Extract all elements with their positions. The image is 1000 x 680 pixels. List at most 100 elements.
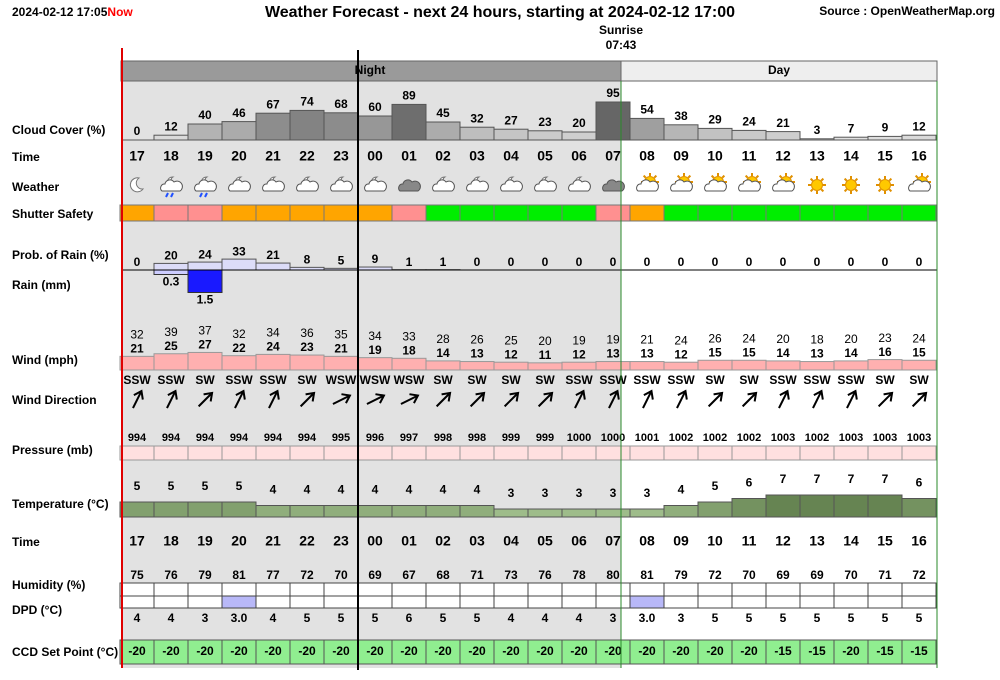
cloud-value: 38 bbox=[674, 109, 688, 123]
cloud-bar bbox=[629, 117, 665, 141]
arrow-head bbox=[543, 391, 554, 402]
arrow-head bbox=[779, 389, 790, 400]
cloud-value: 7 bbox=[848, 121, 855, 135]
row-label: Time bbox=[12, 535, 40, 549]
sun-ray bbox=[854, 177, 859, 182]
pressure-cell bbox=[493, 445, 529, 461]
rain-prob-value: 1 bbox=[406, 255, 413, 269]
weather-icon bbox=[262, 176, 285, 192]
row-label: Time bbox=[12, 150, 40, 164]
wind-direction-label: SSW bbox=[123, 373, 151, 387]
dpd-value: 5 bbox=[338, 611, 345, 625]
ccd-value: -20 bbox=[536, 644, 554, 658]
shutter-cell bbox=[833, 204, 869, 222]
wind-direction-label: SW bbox=[909, 373, 929, 387]
arrow-head bbox=[509, 391, 520, 402]
dpd-cell bbox=[425, 595, 461, 609]
pressure-cell bbox=[901, 445, 937, 461]
dpd-cell bbox=[289, 595, 325, 609]
hour-label: 03 bbox=[469, 533, 485, 549]
wind-bar bbox=[357, 357, 393, 371]
pressure-value: 994 bbox=[162, 432, 181, 444]
cloud-bar bbox=[901, 134, 937, 141]
dpd-cell bbox=[731, 595, 767, 609]
pressure-value: 998 bbox=[468, 432, 486, 444]
wind-arrow bbox=[537, 391, 554, 408]
wind-arrow bbox=[778, 389, 790, 409]
wind-direction-label: WSW bbox=[360, 373, 391, 387]
pressure-value: 998 bbox=[434, 432, 452, 444]
wind-arrow bbox=[332, 393, 352, 405]
temperature-value: 5 bbox=[168, 479, 175, 493]
row-label: Wind Direction bbox=[12, 393, 97, 407]
hour-label: 04 bbox=[503, 148, 519, 164]
temperature-value: 6 bbox=[746, 476, 753, 490]
ccd-cell bbox=[731, 639, 767, 665]
ccd-value: -20 bbox=[672, 644, 690, 658]
rain-prob-value: 0 bbox=[542, 255, 549, 269]
hour-label: 21 bbox=[265, 148, 281, 164]
wind-direction-label: SSW bbox=[667, 373, 695, 387]
hour-label: 08 bbox=[639, 148, 655, 164]
ccd-cell bbox=[425, 639, 461, 665]
wind-bar bbox=[289, 354, 325, 371]
wind-gust-value: 23 bbox=[878, 331, 892, 345]
cloud-bar bbox=[289, 109, 325, 141]
arrow-head bbox=[167, 389, 178, 400]
cloud bbox=[602, 179, 625, 192]
temperature-bar bbox=[595, 508, 631, 518]
sun-ray bbox=[642, 174, 647, 179]
row-label: Temperature (°C) bbox=[12, 497, 109, 511]
sun-ray bbox=[687, 174, 692, 179]
hour-label: 23 bbox=[333, 148, 349, 164]
cloud bbox=[636, 179, 659, 192]
wind-bar bbox=[119, 355, 155, 371]
cloud bbox=[398, 179, 421, 192]
row-label: Pressure (mb) bbox=[12, 443, 93, 457]
humidity-value: 72 bbox=[912, 568, 926, 582]
hour-label: 17 bbox=[129, 533, 145, 549]
temperature-value: 5 bbox=[134, 479, 141, 493]
wind-arrow bbox=[435, 391, 452, 408]
wind-gust-value: 26 bbox=[470, 333, 484, 347]
ccd-value: -20 bbox=[434, 644, 452, 658]
humidity-value: 69 bbox=[368, 568, 382, 582]
wind-speed-value: 15 bbox=[708, 345, 722, 359]
ccd-cell bbox=[221, 639, 257, 665]
dpd-cell bbox=[119, 595, 155, 609]
hour-label: 01 bbox=[401, 148, 417, 164]
ccd-cell bbox=[901, 639, 937, 665]
hour-label: 10 bbox=[707, 533, 723, 549]
temperature-value: 7 bbox=[848, 472, 855, 486]
temperature-value: 3 bbox=[508, 486, 515, 500]
hour-label: 19 bbox=[197, 148, 213, 164]
dpd-value: 4 bbox=[134, 611, 141, 625]
arrow-shaft bbox=[537, 392, 553, 408]
shutter-cell bbox=[493, 204, 529, 222]
humidity-value: 72 bbox=[708, 568, 722, 582]
weather-icon bbox=[160, 176, 183, 198]
dpd-value: 5 bbox=[746, 611, 753, 625]
arrow-shaft bbox=[676, 391, 686, 409]
wind-gust-value: 24 bbox=[742, 331, 756, 345]
pressure-value: 1003 bbox=[839, 432, 863, 444]
arrow-shaft bbox=[846, 391, 856, 409]
pressure-value: 997 bbox=[400, 432, 418, 444]
temperature-value: 4 bbox=[678, 483, 685, 497]
arrow-shaft bbox=[469, 392, 485, 408]
shutter-cell bbox=[255, 204, 291, 222]
shutter-cell bbox=[663, 204, 699, 222]
pressure-value: 1000 bbox=[601, 432, 625, 444]
wind-speed-value: 14 bbox=[776, 346, 790, 360]
cloud bbox=[330, 179, 353, 192]
cloud bbox=[194, 179, 217, 192]
sun-ray bbox=[789, 174, 794, 179]
hour-label: 06 bbox=[571, 533, 587, 549]
sun-ray bbox=[820, 188, 825, 193]
wind-arrow bbox=[574, 389, 586, 409]
hour-label: 04 bbox=[503, 533, 519, 549]
cloud bbox=[534, 179, 557, 192]
cloud bbox=[568, 179, 591, 192]
temperature-bar bbox=[629, 508, 665, 518]
dpd-value: 3 bbox=[678, 611, 685, 625]
